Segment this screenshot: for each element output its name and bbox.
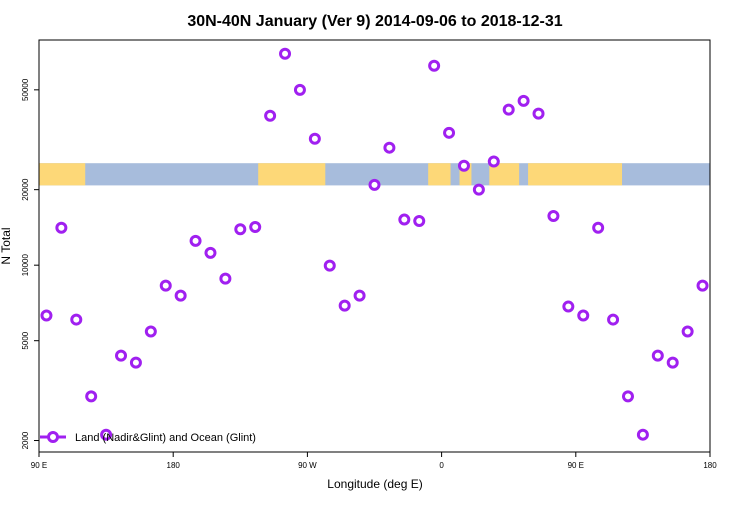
y-tick-label: 20000 (21, 178, 30, 201)
data-point (264, 109, 277, 122)
data-point (159, 279, 172, 292)
data-point (681, 325, 694, 338)
y-tick-label: 5000 (21, 331, 30, 349)
data-point (472, 183, 485, 196)
land-area (459, 163, 472, 186)
legend: Land (Nadir&Glint) and Ocean (Glint) (40, 431, 256, 444)
land-area (428, 163, 451, 186)
data-point (607, 313, 620, 326)
data-point (502, 103, 515, 116)
x-tick-label: 180 (703, 461, 717, 470)
data-point (592, 221, 605, 234)
data-point (562, 300, 575, 313)
data-point (577, 309, 590, 322)
data-point (398, 213, 411, 226)
y-tick-label: 50000 (21, 78, 30, 101)
data-point (308, 132, 321, 145)
plot-frame (38, 39, 711, 453)
data-point (204, 246, 217, 259)
data-point (338, 299, 351, 312)
data-point (368, 178, 381, 191)
x-tick-label: 180 (167, 461, 181, 470)
land-area (489, 163, 520, 186)
data-point (144, 325, 157, 338)
data-point (55, 221, 68, 234)
land-area (528, 163, 621, 186)
data-point (279, 47, 292, 60)
y-tick-label: 2000 (21, 431, 30, 449)
data-point (249, 220, 262, 233)
data-point (85, 390, 98, 403)
data-point (696, 279, 709, 292)
data-point (428, 59, 441, 72)
data-point (547, 210, 560, 223)
data-point (443, 126, 456, 139)
data-point (457, 159, 470, 172)
x-tick-label: 0 (439, 461, 444, 470)
data-point (651, 349, 664, 362)
data-point (353, 289, 366, 302)
data-point (517, 94, 530, 107)
y-axis-label: N Total (0, 227, 13, 264)
legend-label: Land (Nadir&Glint) and Ocean (Glint) (75, 432, 256, 444)
land-area (258, 163, 326, 186)
x-tick-label: 90 W (298, 461, 317, 470)
data-point (293, 83, 306, 96)
data-point (219, 272, 232, 285)
data-point (413, 215, 426, 228)
land-area (620, 163, 623, 186)
data-point (70, 313, 83, 326)
data-point (666, 356, 679, 369)
chart-title: 30N-40N January (Ver 9) 2014-09-06 to 20… (187, 13, 562, 30)
data-point (189, 234, 202, 247)
data-point (234, 223, 247, 236)
map-band (39, 163, 710, 186)
x-tick-label: 90 E (31, 461, 47, 470)
data-point (621, 390, 634, 403)
x-tick-label: 90 E (568, 461, 584, 470)
y-tick-label: 10000 (21, 254, 30, 277)
x-axis-label: Longitude (deg E) (327, 477, 422, 491)
data-point (174, 289, 187, 302)
data-point (532, 107, 545, 120)
data-point (100, 428, 113, 441)
data-point (40, 309, 53, 322)
data-point (636, 428, 649, 441)
land-area (39, 163, 86, 186)
data-point (129, 356, 142, 369)
legend-marker (47, 431, 59, 443)
data-point (383, 141, 396, 154)
data-point (487, 155, 500, 168)
data-point (323, 259, 336, 272)
data-point (115, 349, 128, 362)
